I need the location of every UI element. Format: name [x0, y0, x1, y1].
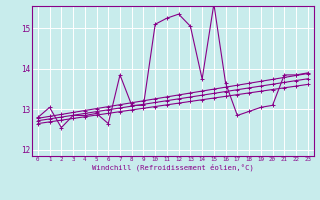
X-axis label: Windchill (Refroidissement éolien,°C): Windchill (Refroidissement éolien,°C)	[92, 163, 254, 171]
